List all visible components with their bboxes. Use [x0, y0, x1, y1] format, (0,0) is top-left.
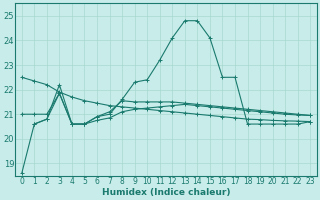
- X-axis label: Humidex (Indice chaleur): Humidex (Indice chaleur): [102, 188, 230, 197]
